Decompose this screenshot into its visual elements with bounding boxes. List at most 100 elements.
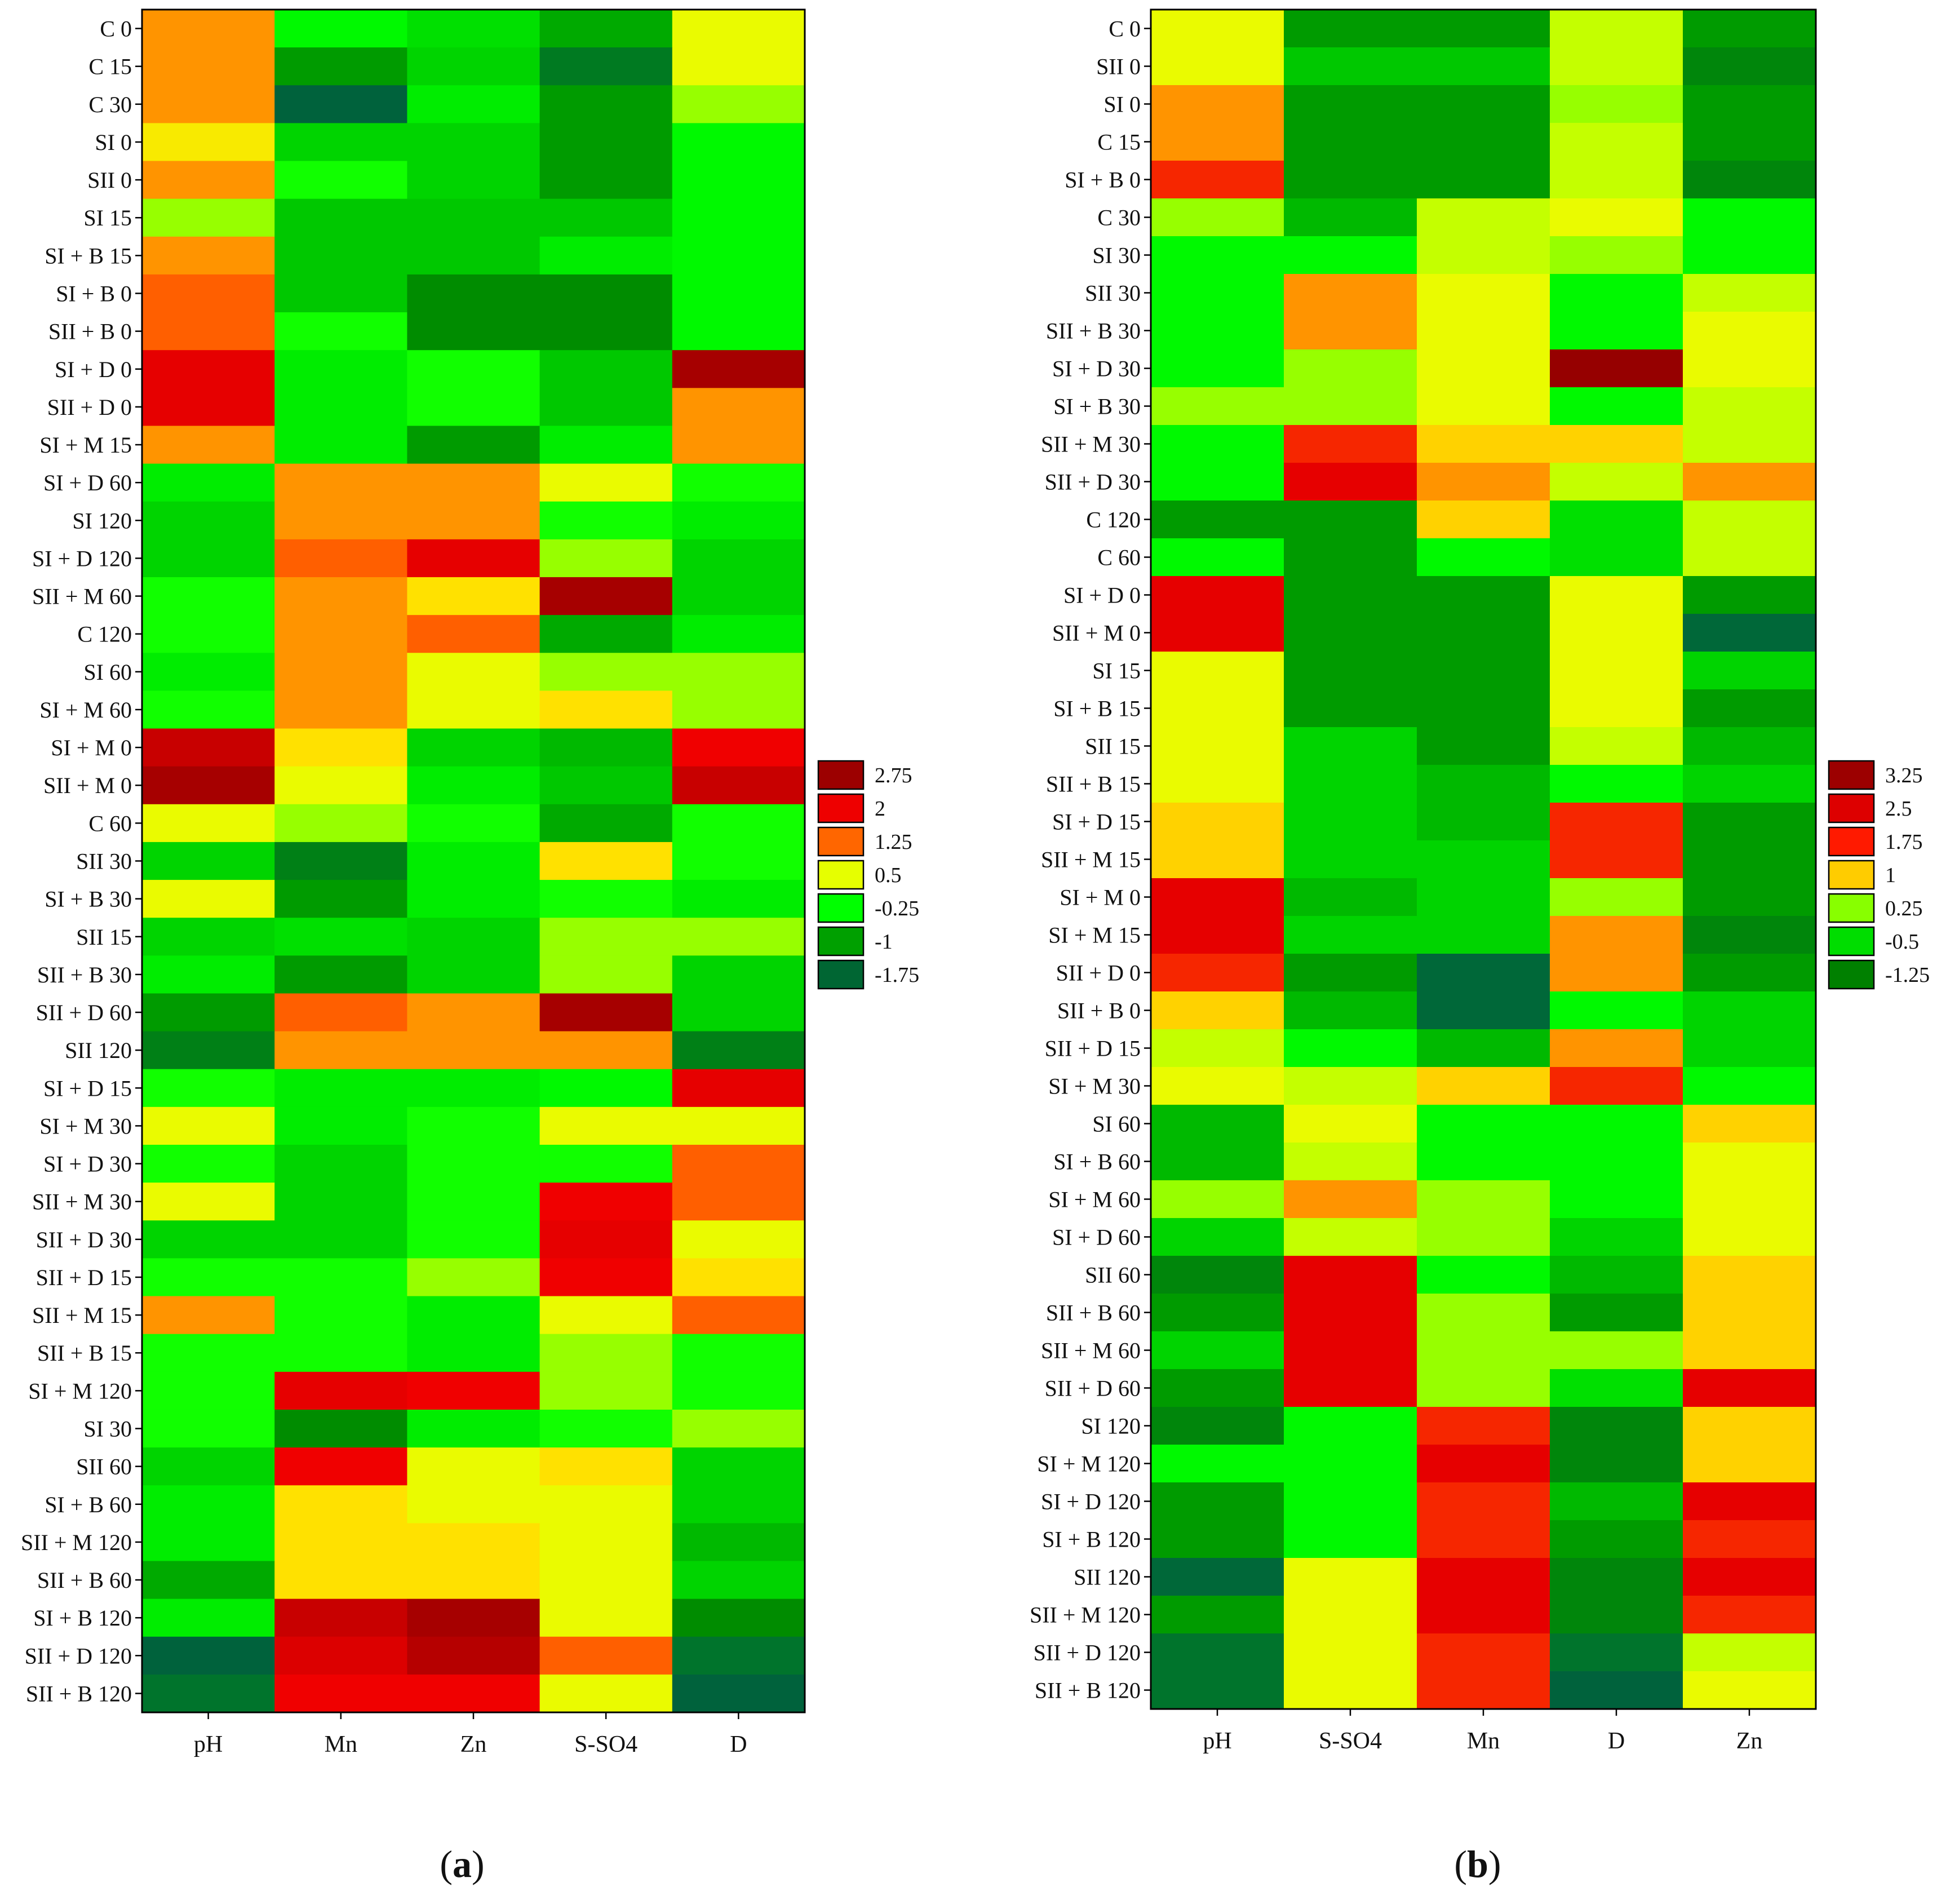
heatmap-cell bbox=[407, 1674, 540, 1713]
heatmap-cell bbox=[274, 1258, 407, 1297]
heatmap-cell bbox=[274, 350, 407, 388]
heatmap-cell bbox=[1284, 538, 1417, 577]
heatmap-cell bbox=[1284, 1671, 1417, 1710]
heatmap-cell bbox=[1683, 1143, 1816, 1181]
heatmap-cell bbox=[407, 1258, 540, 1297]
heatmap-cell bbox=[142, 123, 275, 162]
heatmap-cell bbox=[1151, 1331, 1284, 1370]
heatmap-cell bbox=[539, 463, 673, 502]
column-label: S-SO4 bbox=[1319, 1728, 1382, 1754]
heatmap-cell bbox=[1151, 1482, 1284, 1521]
column-label: S-SO4 bbox=[574, 1732, 637, 1757]
heatmap-cell bbox=[407, 1183, 540, 1221]
heatmap-cell bbox=[1284, 1407, 1417, 1445]
row-label: SII 0 bbox=[87, 167, 132, 193]
heatmap-cell bbox=[1151, 387, 1284, 426]
row-label: SII + D 15 bbox=[1045, 1036, 1141, 1061]
legend-label: -1.25 bbox=[1885, 963, 1930, 987]
heatmap-cell bbox=[539, 1371, 673, 1410]
heatmap-cell bbox=[672, 842, 805, 880]
heatmap-cell bbox=[142, 1561, 275, 1600]
row-label: SI 0 bbox=[95, 130, 132, 155]
heatmap-cell bbox=[274, 918, 407, 956]
heatmap-cell bbox=[1151, 1218, 1284, 1256]
heatmap-cell bbox=[672, 1561, 805, 1600]
heatmap-cell bbox=[1284, 1105, 1417, 1143]
row-label: SII 60 bbox=[1085, 1263, 1141, 1288]
heatmap-cell bbox=[1683, 236, 1816, 274]
panel-label: (b) bbox=[1454, 1843, 1501, 1885]
heatmap-cell bbox=[1151, 916, 1284, 954]
heatmap-cell bbox=[1550, 123, 1683, 161]
heatmap-cell bbox=[407, 123, 540, 162]
legend-swatch bbox=[1828, 893, 1875, 923]
heatmap-cell bbox=[1683, 840, 1816, 879]
heatmap-cell bbox=[1683, 1596, 1816, 1634]
heatmap-cell bbox=[672, 1296, 805, 1335]
row-label: SI + M 0 bbox=[51, 735, 132, 760]
heatmap-cell bbox=[142, 539, 275, 578]
heatmap-cell bbox=[142, 1674, 275, 1713]
heatmap-cell bbox=[274, 1409, 407, 1448]
heatmap-cell bbox=[672, 350, 805, 388]
heatmap-cell bbox=[142, 501, 275, 540]
heatmap-cell bbox=[274, 653, 407, 691]
heatmap-cell bbox=[142, 842, 275, 880]
row-label: SI + D 30 bbox=[43, 1152, 132, 1177]
heatmap-cell bbox=[1683, 1105, 1816, 1143]
row-label: SI + D 0 bbox=[55, 357, 132, 382]
heatmap-cell bbox=[1550, 1029, 1683, 1068]
panel-label: (a) bbox=[440, 1843, 484, 1885]
heatmap-cell bbox=[539, 236, 673, 275]
heatmap-cell bbox=[407, 1031, 540, 1070]
heatmap-cell bbox=[1417, 1294, 1550, 1332]
row-label: SI + B 0 bbox=[56, 281, 132, 307]
legend-label: -1 bbox=[875, 930, 893, 954]
heatmap-cell bbox=[1284, 1029, 1417, 1068]
heatmap-cell bbox=[407, 1334, 540, 1372]
heatmap-cell bbox=[142, 85, 275, 123]
column-label: Zn bbox=[460, 1732, 487, 1757]
heatmap-cell bbox=[142, 1334, 275, 1372]
heatmap-cell bbox=[672, 426, 805, 464]
heatmap-cell bbox=[1550, 916, 1683, 954]
row-label: SI + M 15 bbox=[1048, 923, 1141, 948]
heatmap-cell bbox=[1284, 1633, 1417, 1672]
heatmap-cell bbox=[539, 1447, 673, 1486]
heatmap-cell bbox=[672, 1106, 805, 1145]
heatmap-cell bbox=[274, 463, 407, 502]
row-label: SII + D 15 bbox=[36, 1265, 132, 1290]
legend-label: 1.75 bbox=[1885, 830, 1923, 854]
heatmap-cell bbox=[1151, 576, 1284, 614]
heatmap-cell bbox=[142, 1145, 275, 1183]
heatmap-cell bbox=[407, 993, 540, 1032]
heatmap-cell bbox=[1550, 765, 1683, 803]
legend-swatch bbox=[1828, 793, 1875, 823]
heatmap-cell bbox=[142, 766, 275, 805]
heatmap-cell bbox=[1683, 954, 1816, 992]
heatmap-cell bbox=[274, 1674, 407, 1713]
column-label: pH bbox=[1203, 1728, 1231, 1754]
heatmap-cell bbox=[1417, 840, 1550, 879]
heatmap-cell bbox=[1417, 1029, 1550, 1068]
heatmap-cell bbox=[1417, 1256, 1550, 1294]
heatmap-cell bbox=[274, 1599, 407, 1637]
heatmap-cell bbox=[142, 198, 275, 237]
heatmap-cell bbox=[407, 1523, 540, 1562]
heatmap-cell bbox=[1151, 1143, 1284, 1181]
heatmap-cell bbox=[274, 577, 407, 616]
heatmap-cell bbox=[1550, 1180, 1683, 1219]
heatmap-cell bbox=[1284, 840, 1417, 879]
heatmap-cell bbox=[142, 1069, 275, 1108]
row-label: SII + M 60 bbox=[1041, 1338, 1141, 1363]
heatmap-cell bbox=[407, 1447, 540, 1486]
heatmap-cell bbox=[539, 350, 673, 388]
heatmap-cell bbox=[1417, 425, 1550, 463]
heatmap-cell bbox=[274, 955, 407, 994]
row-label: SII + D 30 bbox=[36, 1227, 132, 1252]
heatmap-cell bbox=[539, 198, 673, 237]
heatmap-cell bbox=[1284, 1143, 1417, 1181]
heatmap-cell bbox=[1683, 123, 1816, 161]
heatmap-cell bbox=[142, 1636, 275, 1675]
heatmap-cell bbox=[1550, 1067, 1683, 1105]
